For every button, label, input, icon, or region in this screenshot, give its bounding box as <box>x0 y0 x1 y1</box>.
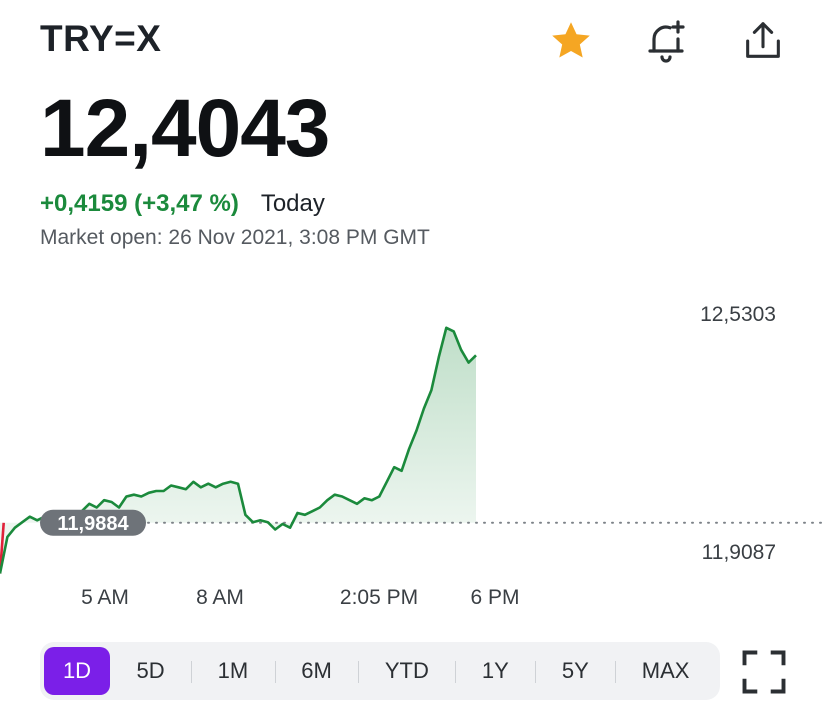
fullscreen-icon[interactable] <box>738 646 790 698</box>
range-tab-max[interactable]: MAX <box>615 647 716 695</box>
bell-plus-icon[interactable] <box>639 14 693 68</box>
x-tick-label: 5 AM <box>81 586 129 609</box>
range-tab-ytd[interactable]: YTD <box>358 647 455 695</box>
price-change: +0,4159 (+3,47 %) <box>40 190 239 217</box>
change-row: +0,4159 (+3,47 %) Today <box>40 190 325 218</box>
price-area <box>0 327 476 574</box>
previous-close-label: 11,9884 <box>57 513 129 535</box>
x-tick-label: 8 AM <box>196 586 244 609</box>
y-axis-label-max: 12,5303 <box>700 303 776 326</box>
y-axis-label-min: 11,9087 <box>702 541 776 564</box>
range-tab-5y[interactable]: 5Y <box>535 647 615 695</box>
range-tab-1m[interactable]: 1M <box>191 647 275 695</box>
x-tick-label: 6 PM <box>470 586 519 609</box>
price-chart[interactable]: 11,9884 12,5303 11,9087 5 AM 8 AM 2:05 P… <box>0 280 828 625</box>
change-period: Today <box>260 190 325 217</box>
ticker-symbol: TRY=X <box>40 18 162 59</box>
market-status: Market open: 26 Nov 2021, 3:08 PM GMT <box>40 226 430 249</box>
price-line <box>0 326 477 574</box>
range-tab-5d[interactable]: 5D <box>136 658 165 683</box>
current-price: 12,4043 <box>40 83 330 174</box>
star-icon[interactable] <box>544 14 598 68</box>
previous-close-badge: 11,9884 <box>40 509 146 536</box>
range-tab-1y[interactable]: 1Y <box>455 647 535 695</box>
range-selector: 1D 5D 1M 6M YTD 1Y 5Y MAX <box>40 642 720 700</box>
share-icon[interactable] <box>736 14 790 68</box>
range-tab-6m[interactable]: 6M <box>274 647 359 695</box>
range-tab-1d[interactable]: 1D <box>44 647 110 695</box>
x-tick-label: 2:05 PM <box>340 586 418 609</box>
